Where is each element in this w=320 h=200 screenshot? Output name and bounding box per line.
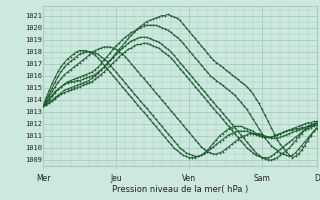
X-axis label: Pression niveau de la mer( hPa ): Pression niveau de la mer( hPa )	[112, 185, 248, 194]
